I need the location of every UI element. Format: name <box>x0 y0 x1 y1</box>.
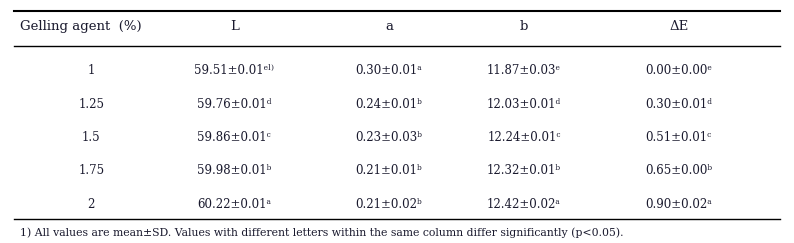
Text: 0.23±0.03ᵇ: 0.23±0.03ᵇ <box>356 131 422 144</box>
Text: 0.51±0.01ᶜ: 0.51±0.01ᶜ <box>646 131 712 144</box>
Text: Gelling agent  (%): Gelling agent (%) <box>20 20 141 33</box>
Text: 0.65±0.00ᵇ: 0.65±0.00ᵇ <box>646 164 712 177</box>
Text: 0.30±0.01ᵈ: 0.30±0.01ᵈ <box>646 98 712 111</box>
Text: 1.25: 1.25 <box>79 98 104 111</box>
Text: 59.51±0.01ᵉˡ⁾: 59.51±0.01ᵉˡ⁾ <box>195 64 274 77</box>
Text: 1.5: 1.5 <box>82 131 101 144</box>
Text: 12.32±0.01ᵇ: 12.32±0.01ᵇ <box>487 164 561 177</box>
Text: 1) All values are mean±SD. Values with different letters within the same column : 1) All values are mean±SD. Values with d… <box>20 227 623 238</box>
Text: ΔE: ΔE <box>669 20 688 33</box>
Text: 0.90±0.02ᵃ: 0.90±0.02ᵃ <box>646 198 712 211</box>
Text: 12.24±0.01ᶜ: 12.24±0.01ᶜ <box>488 131 561 144</box>
Text: a: a <box>385 20 393 33</box>
Text: L: L <box>229 20 239 33</box>
Text: b: b <box>520 20 528 33</box>
Text: 59.76±0.01ᵈ: 59.76±0.01ᵈ <box>197 98 272 111</box>
Text: 11.87±0.03ᵉ: 11.87±0.03ᵉ <box>487 64 561 77</box>
Text: 2: 2 <box>87 198 95 211</box>
Text: 0.21±0.02ᵇ: 0.21±0.02ᵇ <box>356 198 422 211</box>
Text: 12.03±0.01ᵈ: 12.03±0.01ᵈ <box>487 98 561 111</box>
Text: 1: 1 <box>87 64 95 77</box>
Text: 1.75: 1.75 <box>79 164 104 177</box>
Text: 59.86±0.01ᶜ: 59.86±0.01ᶜ <box>198 131 271 144</box>
Text: 59.98±0.01ᵇ: 59.98±0.01ᵇ <box>197 164 272 177</box>
Text: 60.22±0.01ᵃ: 60.22±0.01ᵃ <box>197 198 272 211</box>
Text: 0.24±0.01ᵇ: 0.24±0.01ᵇ <box>356 98 422 111</box>
Text: 0.00±0.00ᵉ: 0.00±0.00ᵉ <box>646 64 712 77</box>
Text: 12.42±0.02ᵃ: 12.42±0.02ᵃ <box>487 198 561 211</box>
Text: 0.21±0.01ᵇ: 0.21±0.01ᵇ <box>356 164 422 177</box>
Text: 0.30±0.01ᵃ: 0.30±0.01ᵃ <box>356 64 422 77</box>
